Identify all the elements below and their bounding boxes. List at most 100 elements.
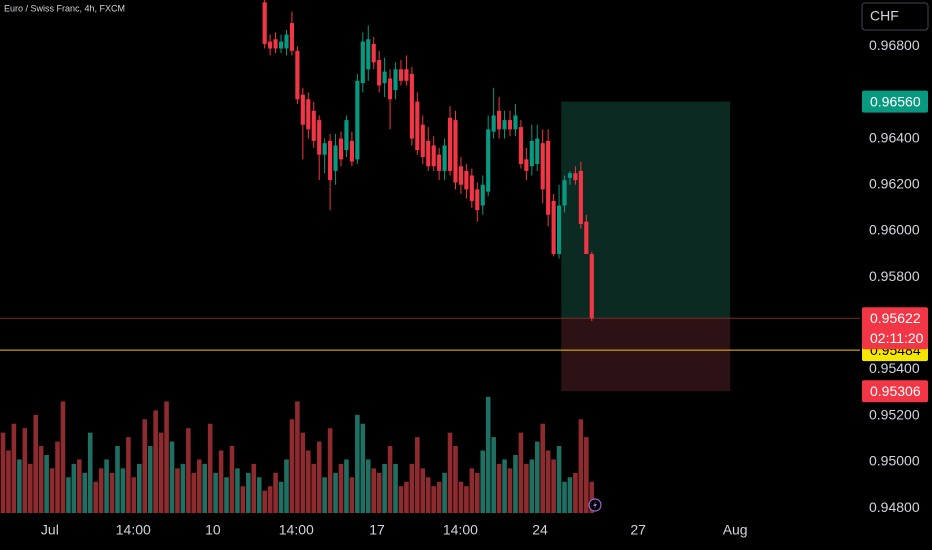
volume-bar [27, 463, 33, 513]
volume-bar [213, 472, 218, 513]
candle-body [475, 189, 480, 211]
volume-bar [246, 472, 251, 513]
candle-body [338, 138, 344, 160]
x-tick-label: 27 [630, 522, 646, 538]
y-tick-label: 0.95400 [869, 360, 920, 376]
y-tick-label: 0.94800 [869, 499, 920, 515]
candle-body [540, 143, 545, 190]
volume-bar [540, 423, 546, 513]
volume-bar [469, 468, 475, 513]
candle-body [415, 101, 420, 151]
x-tick-label: 14:00 [116, 522, 151, 538]
candle-body [322, 143, 327, 155]
candle-body [486, 129, 491, 192]
candle-body [278, 41, 284, 49]
volume-bar [49, 468, 55, 513]
volume-bar [344, 459, 349, 513]
x-tick-label: Jul [41, 522, 59, 538]
volume-bar [115, 446, 120, 513]
volume-bar [240, 486, 246, 513]
candle-body [393, 69, 398, 91]
volume-bar [33, 414, 38, 513]
y-tick-label: 0.96400 [869, 129, 920, 145]
volume-bar [556, 446, 562, 513]
currency-box[interactable] [861, 2, 929, 31]
volume-bar [273, 472, 278, 513]
candle-body [355, 80, 360, 160]
volume-bar [109, 472, 115, 513]
candle-body [442, 145, 447, 171]
volume-bar [322, 477, 327, 513]
volume-bar [71, 463, 77, 513]
candle-body [404, 69, 409, 81]
volume-bar [453, 446, 458, 513]
candle-body [497, 110, 502, 130]
price-tag-label: 0.96560 [870, 93, 921, 109]
y-tick-label: 0.96200 [869, 175, 920, 191]
volume-bar [507, 468, 513, 513]
volume-bar [387, 446, 393, 513]
volume-bar [578, 419, 584, 513]
volume-bar [311, 463, 317, 513]
volume-bar [562, 481, 567, 513]
volume-bar [284, 459, 289, 513]
x-tick-label: 10 [205, 522, 221, 538]
price-tag [862, 380, 928, 403]
volume-bar [93, 481, 98, 513]
candle-body [426, 140, 431, 167]
y-tick-label: 0.95000 [869, 453, 920, 469]
volume-bar [360, 423, 366, 513]
candle-body [360, 41, 365, 84]
volume-bar [267, 486, 273, 513]
volume-bar [442, 472, 447, 513]
volume-bar [77, 459, 82, 513]
volume-bar [104, 459, 109, 513]
volume-bar [300, 432, 306, 513]
volume-bar [60, 401, 66, 513]
candle-body [268, 41, 273, 49]
volume-bar [376, 472, 382, 513]
y-tick-label: 0.96800 [869, 37, 920, 53]
y-tick-label: 0.96000 [869, 222, 920, 238]
volume-bar [224, 477, 229, 513]
candle-body [551, 200, 556, 255]
candle-body [469, 175, 474, 201]
volume-bar [567, 477, 573, 513]
volume-bar [431, 486, 436, 513]
volume-bar [196, 459, 202, 513]
candle-body [507, 120, 513, 130]
volume-bar [186, 428, 191, 513]
volume-bar [355, 414, 360, 513]
candle-body [584, 221, 589, 255]
volume-bar [175, 468, 180, 513]
volume-bar [480, 450, 486, 513]
candle-body [289, 23, 295, 51]
volume-bar [44, 454, 49, 513]
candle-body [578, 170, 583, 225]
candle-body [328, 140, 333, 181]
volume-bar [22, 428, 28, 513]
volume-bar [256, 477, 262, 513]
volume-bar [371, 468, 377, 513]
volume-bar [142, 419, 148, 513]
candle-body [458, 166, 464, 185]
volume-bar [278, 481, 284, 513]
candle-body [398, 69, 404, 81]
volume-bar [464, 486, 469, 513]
volume-bar [475, 472, 480, 513]
lightning-icon[interactable] [588, 498, 602, 512]
volume-bar [589, 481, 595, 513]
price-tag [862, 307, 928, 350]
volume-bar [415, 437, 420, 513]
volume-bar [365, 459, 371, 513]
volume-bar [191, 472, 197, 513]
candle-body [480, 184, 485, 206]
volume-bar [229, 446, 235, 513]
candle-body [262, 2, 267, 44]
candle-body [535, 138, 540, 164]
volume-bar [551, 459, 556, 513]
volume-bar [529, 459, 535, 513]
candle-body [518, 127, 523, 164]
candle-body [409, 73, 414, 139]
candle-body [377, 60, 382, 86]
